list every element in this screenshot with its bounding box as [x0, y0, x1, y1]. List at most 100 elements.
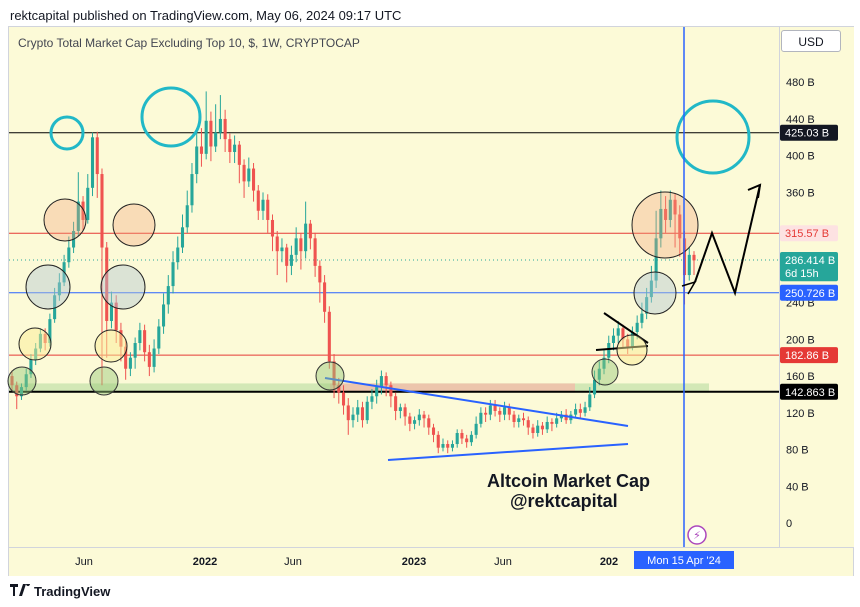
yellow-circle: [616, 334, 648, 366]
candle-body: [588, 394, 592, 408]
candle-body: [465, 438, 469, 443]
candle-body: [114, 302, 118, 331]
red-resistance-zone: [330, 383, 575, 393]
x-tick-label: 2023: [402, 556, 426, 568]
candle-body: [422, 414, 426, 419]
candle-body: [640, 313, 644, 323]
candle-body: [559, 414, 563, 419]
price-label-box: [780, 347, 838, 364]
candle-body: [375, 387, 379, 397]
candle-body: [152, 348, 156, 367]
y-tick-label: 360 B: [786, 187, 815, 199]
candle-body: [76, 201, 80, 231]
grey-circle: [633, 271, 677, 315]
candle-body: [498, 410, 502, 415]
annotation-title: Altcoin Market Cap: [487, 471, 650, 491]
candle-body: [266, 199, 270, 220]
projection-arrowhead: [747, 183, 762, 199]
candle-body: [341, 392, 346, 406]
candle-body: [436, 434, 440, 448]
candle-body: [403, 407, 407, 417]
candle-body: [261, 199, 265, 211]
candle-body: [398, 407, 402, 411]
candle-body: [48, 319, 52, 344]
candle-body: [195, 146, 199, 175]
candle-body: [583, 407, 587, 413]
candle-body: [171, 262, 175, 287]
x-tick-label: Jun: [494, 556, 512, 568]
y-tick-label: 40 B: [786, 481, 809, 493]
candle-body: [233, 144, 237, 153]
candle-body: [67, 247, 71, 263]
candle-body: [360, 407, 365, 421]
candle-body: [446, 444, 450, 448]
candle-body: [450, 444, 454, 448]
x-tick-label: 2022: [193, 556, 217, 568]
candle-body: [143, 330, 147, 353]
candle-body: [370, 396, 374, 402]
candle-body: [57, 282, 61, 296]
candle-body: [313, 238, 317, 266]
candle-body: [323, 282, 327, 312]
candle-body: [607, 343, 611, 358]
x-tick-label: 202: [600, 556, 618, 568]
y-tick-label: 120 B: [786, 408, 815, 420]
yellow-circle: [18, 327, 52, 361]
candle-body: [564, 414, 568, 421]
price-label-box: [780, 284, 838, 301]
candle-body: [460, 433, 464, 439]
candle-body: [199, 146, 203, 154]
candle-body: [649, 280, 653, 298]
price-label-text: 425.03 B: [785, 128, 829, 140]
candle-body: [289, 254, 293, 266]
candle-body: [384, 376, 388, 386]
candle-body: [578, 409, 582, 413]
currency-button[interactable]: USD: [781, 30, 841, 52]
candle-body: [479, 412, 483, 424]
candle-body: [105, 247, 109, 321]
candle-body: [536, 425, 540, 434]
candle-body: [337, 385, 341, 393]
candle-body: [659, 208, 663, 239]
candle-body: [593, 379, 597, 395]
y-tick-label: 200 B: [786, 334, 815, 346]
candle-body: [285, 247, 289, 266]
candle-body: [81, 201, 85, 220]
candle-body: [654, 238, 658, 281]
candle-body: [431, 427, 436, 435]
candle-body: [616, 328, 620, 336]
tradingview-footer[interactable]: TradingView: [10, 584, 110, 599]
candle-body: [204, 120, 208, 154]
candle-body: [365, 401, 369, 421]
candle-body: [128, 357, 132, 369]
candle-body: [280, 247, 284, 252]
candle-body: [664, 208, 668, 220]
lightning-event-icon: [687, 525, 707, 545]
candle-body: [526, 420, 530, 428]
candle-body: [574, 409, 578, 415]
x-tick-label: Jun: [75, 556, 93, 568]
candle-body: [469, 434, 473, 443]
candle-body: [408, 416, 412, 424]
price-label-box: [780, 251, 838, 268]
candle-body: [413, 420, 417, 424]
cyan-highlight-circle: [675, 99, 751, 175]
candle-body: [318, 265, 322, 283]
candle-body: [214, 132, 218, 147]
candle-body: [24, 374, 28, 388]
annotation-handle: @rektcapital: [510, 491, 618, 511]
green-circle: [7, 366, 37, 396]
candle-body: [517, 418, 521, 422]
candle-body: [611, 335, 616, 344]
y-tick-label: 80 B: [786, 445, 809, 457]
candle-body: [351, 414, 355, 421]
candle-body: [455, 433, 459, 445]
price-label-box: [780, 383, 838, 400]
candle-body: [228, 139, 232, 153]
candle-body: [484, 412, 488, 415]
candle-body: [417, 414, 421, 421]
price-label-text: 182.86 B: [785, 350, 829, 362]
candle-body: [668, 199, 672, 220]
candle-body: [147, 352, 151, 367]
